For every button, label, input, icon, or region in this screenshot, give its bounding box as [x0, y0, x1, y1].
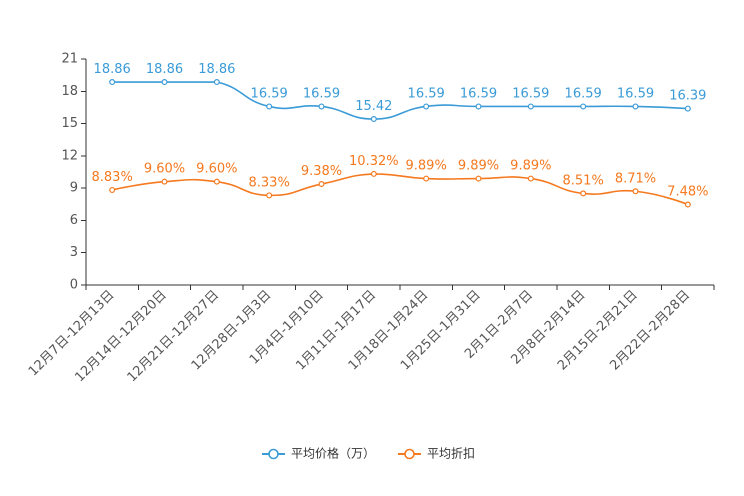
discount-value-label-11: 7.48%	[667, 185, 708, 200]
price-value-label-11: 16.39	[669, 89, 706, 104]
price-point-1[interactable]	[161, 79, 168, 86]
x-tick-label-2: 12月21日-12月27日	[125, 288, 222, 385]
discount-point-2[interactable]	[213, 178, 220, 185]
discount-value-label-8: 9.89%	[510, 159, 551, 174]
discount-series: 8.83% 9.60% 9.60% 8.33% 9.38% 10.32% 9.89% 9.89…	[92, 154, 708, 208]
discount-value-label-1: 9.60%	[144, 162, 185, 177]
price-point-3[interactable]	[266, 103, 273, 110]
price-point-7[interactable]	[475, 103, 482, 110]
price-line	[112, 81, 688, 120]
price-value-label-5: 15.42	[355, 99, 392, 114]
price-point-11[interactable]	[684, 105, 691, 112]
x-tick-label-0: 12月7日-12月13日	[26, 288, 118, 380]
discount-point-8[interactable]	[527, 175, 534, 182]
y-tick-label-2: 6	[70, 213, 78, 228]
discount-value-label-2: 9.60%	[196, 162, 237, 177]
discount-value-label-6: 9.89%	[406, 159, 447, 174]
discount-point-10[interactable]	[632, 188, 639, 195]
y-tick-label-7: 21	[61, 52, 78, 67]
legend-item-discount[interactable]: 平均折扣	[398, 446, 475, 461]
price-point-5[interactable]	[370, 116, 377, 123]
discount-point-0[interactable]	[109, 186, 116, 193]
price-value-label-3: 16.59	[251, 86, 288, 101]
legend-item-price[interactable]: 平均价格（万）	[262, 446, 375, 461]
y-tick-label-0: 0	[70, 278, 78, 293]
series-layer: 18.86 18.86 18.86 16.59 16.59 15.42 16.59 16.59…	[92, 62, 708, 208]
y-tick-label-5: 15	[61, 116, 78, 131]
discount-point-9[interactable]	[580, 190, 587, 197]
discount-point-4[interactable]	[318, 181, 325, 188]
discount-point-7[interactable]	[475, 175, 482, 182]
discount-point-6[interactable]	[423, 175, 430, 182]
price-point-6[interactable]	[423, 103, 430, 110]
y-tick-label-1: 3	[70, 245, 78, 260]
discount-value-label-3: 8.33%	[249, 175, 290, 190]
price-point-4[interactable]	[318, 103, 325, 110]
price-point-10[interactable]	[632, 103, 639, 110]
legend-price-label: 平均价格（万）	[291, 446, 375, 461]
legend-discount-circle-icon	[404, 448, 415, 460]
price-point-2[interactable]	[213, 79, 220, 86]
price-point-8[interactable]	[527, 103, 534, 110]
price-value-label-0: 18.86	[94, 62, 131, 77]
discount-value-label-0: 8.83%	[92, 170, 133, 185]
discount-value-label-7: 9.89%	[458, 159, 499, 174]
price-value-label-2: 18.86	[198, 62, 235, 77]
price-value-label-10: 16.59	[617, 86, 654, 101]
legend-price-circle-icon	[268, 448, 279, 460]
price-value-label-7: 16.59	[460, 86, 497, 101]
legend-discount-label: 平均折扣	[427, 446, 475, 461]
y-tick-label-6: 18	[61, 84, 78, 99]
price-value-label-6: 16.59	[408, 86, 445, 101]
discount-point-1[interactable]	[161, 178, 168, 185]
price-point-9[interactable]	[580, 103, 587, 110]
discount-line	[111, 173, 689, 206]
discount-value-label-4: 9.38%	[301, 164, 342, 179]
price-series: 18.86 18.86 18.86 16.59 16.59 15.42 16.59 16.59…	[94, 62, 706, 123]
price-value-label-1: 18.86	[146, 62, 183, 77]
price-value-label-9: 16.59	[565, 86, 602, 101]
discount-value-label-9: 8.51%	[563, 173, 604, 188]
x-tick-label-1: 12月14日-12月20日	[72, 288, 169, 385]
y-tick-label-3: 9	[70, 181, 78, 196]
discount-value-label-10: 8.71%	[615, 171, 656, 186]
discount-value-label-5: 10.32%	[349, 154, 399, 169]
discount-point-3[interactable]	[266, 192, 273, 199]
price-point-0[interactable]	[109, 79, 116, 86]
y-tick-label-4: 12	[61, 148, 78, 163]
price-value-label-4: 16.59	[303, 86, 340, 101]
discount-point-11[interactable]	[684, 201, 691, 208]
legend: 平均价格（万） 平均折扣	[262, 446, 475, 461]
y-axis: 0 3 6 9 12 15 18 21	[61, 52, 87, 293]
x-axis: 12月7日-12月13日12月14日-12月20日12月21日-12月27日12…	[26, 284, 715, 385]
discount-point-5[interactable]	[370, 170, 377, 177]
price-value-label-8: 16.59	[512, 86, 549, 101]
